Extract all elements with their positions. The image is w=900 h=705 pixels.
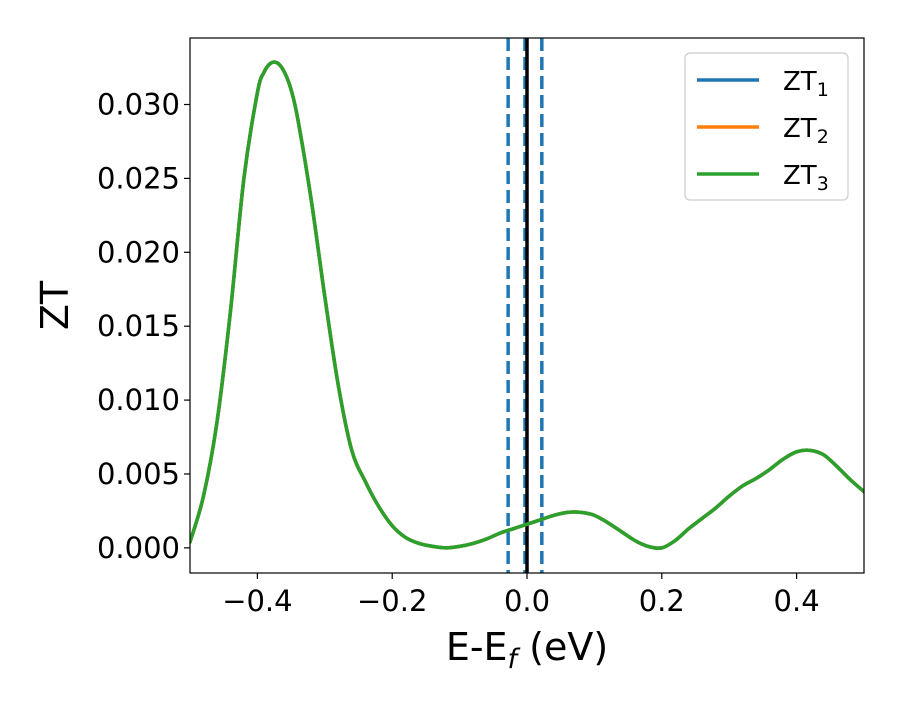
y-tick-label: 0.025 (97, 161, 180, 195)
x-axis-title-tail: (eV) (517, 625, 608, 669)
legend-box (684, 52, 849, 201)
series-line-3 (190, 60, 864, 550)
legend-label-3: ZT3 (783, 161, 829, 195)
legend-label-1: ZT1 (783, 67, 829, 101)
x-tick-label: 0.2 (639, 584, 685, 618)
legend-label-main: ZT (783, 114, 817, 144)
x-tick-label: 0.0 (504, 584, 550, 618)
y-tick-label: 0.005 (97, 457, 180, 491)
x-axis-title: E-Ef (eV) (446, 625, 608, 675)
legend-label-2: ZT2 (783, 114, 829, 148)
legend-label-main: ZT (783, 67, 817, 97)
y-tick-label: 0.010 (97, 383, 180, 417)
legend-label-sub: 3 (817, 173, 829, 195)
legend-label-main: ZT (783, 161, 817, 191)
legend-label-sub: 2 (817, 126, 829, 148)
x-axis-title-main: E-E (446, 625, 508, 669)
axes: −0.4 −0.2 0.0 0.2 0.4 0.000 0.005 0.010 0.015 0.0… (33, 37, 865, 675)
y-tick-label: 0.000 (97, 531, 180, 565)
plot-area (190, 38, 864, 573)
x-tick-label: −0.4 (222, 584, 292, 618)
x-tick-label: −0.2 (357, 584, 427, 618)
legend-label-sub: 1 (817, 79, 829, 101)
y-tick-label: 0.020 (97, 235, 180, 269)
y-tick-label: 0.030 (97, 88, 180, 122)
plot-content (190, 38, 864, 573)
y-tick-label: 0.015 (97, 309, 180, 343)
y-axis-title: ZT (33, 280, 77, 330)
x-tick-label: 0.4 (774, 584, 820, 618)
